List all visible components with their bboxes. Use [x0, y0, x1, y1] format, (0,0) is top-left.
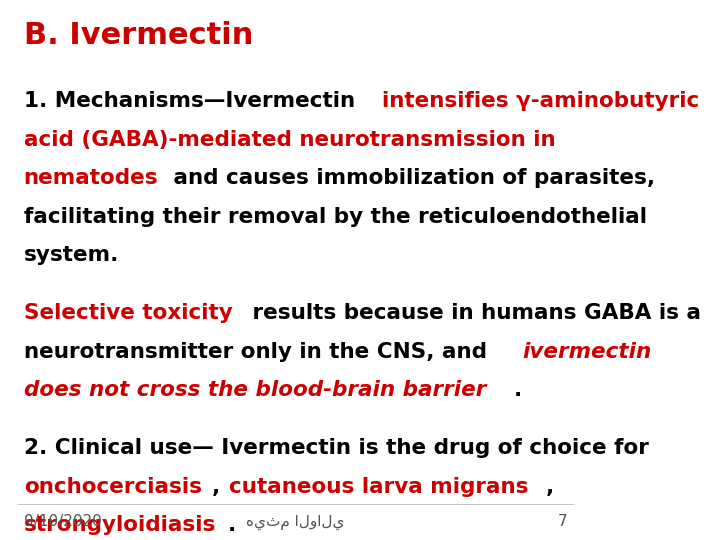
Text: هيثم الوالي: هيثم الوالي	[246, 515, 345, 530]
Text: facilitating their removal by the reticuloendothelial: facilitating their removal by the reticu…	[24, 207, 647, 227]
Text: .: .	[513, 380, 521, 401]
Text: strongyloidiasis: strongyloidiasis	[24, 516, 216, 536]
Text: onchocerciasis: onchocerciasis	[24, 477, 202, 497]
Text: intensifies γ-aminobutyric: intensifies γ-aminobutyric	[382, 91, 700, 111]
Text: Selective toxicity: Selective toxicity	[24, 303, 233, 323]
Text: B. Ivermectin: B. Ivermectin	[24, 22, 253, 50]
Text: .: .	[228, 516, 235, 536]
Text: and causes immobilization of parasites,: and causes immobilization of parasites,	[166, 168, 655, 188]
Text: cutaneous larva migrans: cutaneous larva migrans	[229, 477, 528, 497]
Text: ,: ,	[212, 477, 228, 497]
Text: 7: 7	[558, 515, 567, 529]
Text: ,: ,	[546, 477, 554, 497]
Text: 2. Clinical use— Ivermectin is the drug of choice for: 2. Clinical use— Ivermectin is the drug …	[24, 438, 649, 458]
Text: 1. Mechanisms—Ivermectin: 1. Mechanisms—Ivermectin	[24, 91, 362, 111]
Text: acid (GABA)-mediated neurotransmission in: acid (GABA)-mediated neurotransmission i…	[24, 130, 555, 150]
Text: does not cross the blood-brain barrier: does not cross the blood-brain barrier	[24, 380, 486, 401]
Text: 9/10/2020: 9/10/2020	[24, 515, 102, 529]
Text: results because in humans GABA is a: results because in humans GABA is a	[245, 303, 701, 323]
Text: ivermectin: ivermectin	[522, 342, 651, 362]
Text: system.: system.	[24, 245, 119, 265]
Text: neurotransmitter only in the CNS, and: neurotransmitter only in the CNS, and	[24, 342, 494, 362]
Text: nematodes: nematodes	[24, 168, 158, 188]
